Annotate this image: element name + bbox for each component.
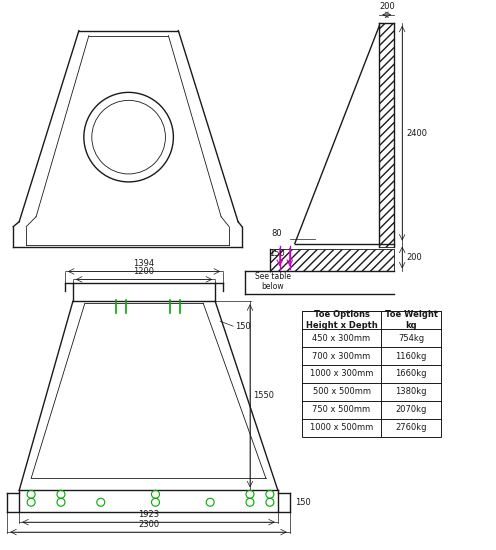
Text: 1394: 1394 [133,260,155,268]
Bar [270,249,394,272]
Text: 1660kg: 1660kg [395,370,427,378]
Text: 2400: 2400 [406,129,427,138]
Text: 1923: 1923 [138,510,159,519]
Text: 754kg: 754kg [398,334,424,343]
Text: 1550: 1550 [253,391,274,400]
Text: 1380kg: 1380kg [395,387,427,397]
Text: Toe Options
Height x Depth: Toe Options Height x Depth [306,310,377,330]
Text: 450 x 300mm: 450 x 300mm [312,334,371,343]
Text: 150: 150 [235,322,251,331]
Text: 1200: 1200 [133,267,155,277]
Text: 750 x 500mm: 750 x 500mm [312,405,371,414]
Text: 150: 150 [269,249,285,258]
Text: Toe Weight
kg: Toe Weight kg [385,310,437,330]
Text: 2070kg: 2070kg [395,405,427,414]
Text: 1000 x 300mm: 1000 x 300mm [310,370,373,378]
Text: 2760kg: 2760kg [395,423,427,432]
Text: 500 x 500mm: 500 x 500mm [312,387,371,397]
Bar [379,23,394,246]
Text: 2300: 2300 [138,520,159,529]
Text: 1000 x 500mm: 1000 x 500mm [310,423,373,432]
Text: See table
below: See table below [255,272,291,291]
Bar [302,311,441,437]
Text: 150: 150 [295,498,310,507]
Text: 200: 200 [406,253,422,262]
Text: 700 x 300mm: 700 x 300mm [312,351,371,360]
Text: 1160kg: 1160kg [395,351,427,360]
Text: 200: 200 [379,2,395,11]
Text: 80: 80 [271,229,282,238]
